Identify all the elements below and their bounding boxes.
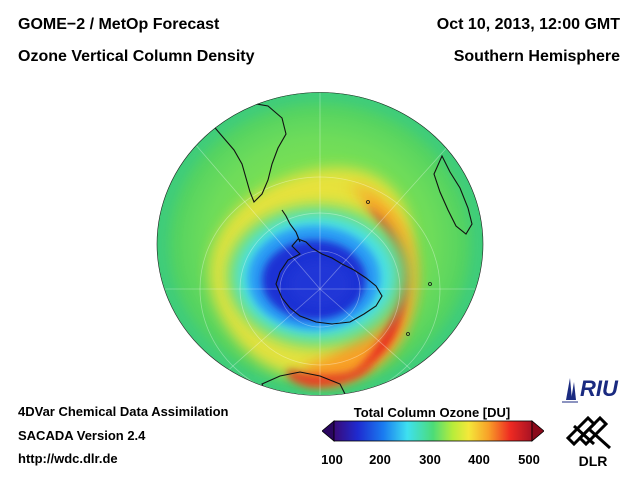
- colorbar-title: Total Column Ozone [DU]: [353, 405, 511, 420]
- colorbar-tick: 300: [419, 452, 441, 467]
- colorbar-max-arrow: [531, 420, 544, 442]
- forecast-date: Oct 10, 2013, 12:00 GMT: [436, 16, 620, 33]
- footer-version: SACADA Version 2.4: [18, 428, 146, 443]
- globe-outline: [156, 92, 484, 396]
- ozone-globe-map: [150, 84, 490, 404]
- new-zealand-coastline: [179, 339, 195, 361]
- riu-logo-text: RIU: [580, 376, 619, 401]
- colorbar-gradient: [333, 420, 533, 442]
- colorbar-min-arrow: [322, 420, 335, 442]
- colorbar-tick: 400: [468, 452, 490, 467]
- footer-url[interactable]: http://wdc.dlr.de: [18, 451, 118, 466]
- hemisphere-label: Southern Hemisphere: [453, 48, 620, 65]
- colorbar-tick: 200: [369, 452, 391, 467]
- globe-svg: [156, 92, 484, 396]
- footer-method: 4DVar Chemical Data Assimilation: [18, 404, 229, 419]
- dlr-logo: DLR: [565, 415, 612, 468]
- antarctica-coastline: [275, 238, 383, 325]
- colorbar-tick: 100: [321, 452, 343, 467]
- dlr-logo-text: DLR: [579, 453, 608, 468]
- map-subtitle: Ozone Vertical Column Density: [18, 48, 255, 65]
- australia-coastline: [261, 371, 347, 396]
- colorbar: [322, 420, 544, 442]
- antarctic-peninsula: [281, 209, 301, 243]
- map-title: GOME−2 / MetOp Forecast: [18, 16, 220, 33]
- south-america-coastline: [199, 93, 287, 203]
- colorbar-tick: 500: [518, 452, 540, 467]
- africa-coastline: [433, 154, 473, 235]
- ozone-field: [157, 92, 483, 396]
- riu-logo: RIU: [562, 376, 619, 403]
